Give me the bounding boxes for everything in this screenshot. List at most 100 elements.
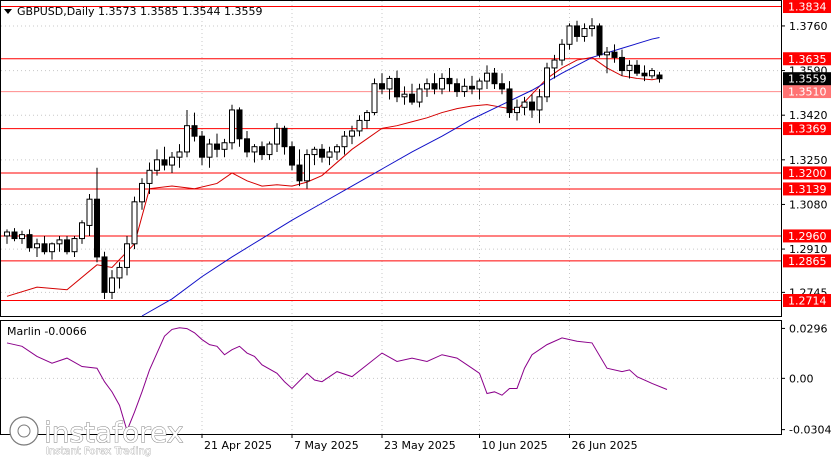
candle [176, 144, 183, 168]
candle [416, 83, 423, 108]
candle [251, 144, 258, 163]
candle [521, 96, 528, 116]
candle-body [326, 151, 333, 158]
candle [649, 67, 655, 79]
candle [619, 49, 625, 76]
candle [341, 130, 348, 155]
candle-body [521, 101, 528, 108]
candle-body [499, 83, 505, 90]
candle-body [371, 83, 378, 114]
candle-body [251, 146, 258, 153]
candle [424, 78, 430, 97]
candle [656, 71, 663, 83]
price-tick-label: 1.3420 [789, 109, 828, 122]
candle [499, 73, 505, 95]
logo-sun-core [17, 424, 31, 438]
level-tag-label: 1.2865 [788, 255, 827, 268]
main-grid [1, 1, 781, 434]
level-tag-label: 1.2960 [788, 230, 827, 243]
candle [349, 125, 355, 145]
candle [454, 78, 460, 97]
candle-body [229, 109, 235, 144]
candle [131, 196, 138, 250]
price-tick-label: 1.3250 [789, 154, 828, 167]
candle-body [559, 43, 565, 61]
candle [116, 262, 123, 289]
candle [461, 78, 468, 97]
candle [11, 228, 18, 242]
candle-body [236, 109, 243, 140]
candle [536, 88, 543, 124]
candle [574, 20, 580, 42]
candle [394, 70, 400, 103]
candle-body [656, 74, 663, 80]
candle-body [446, 77, 453, 85]
current-price-tag: 1.3559 [783, 72, 831, 86]
candle-body [589, 25, 595, 30]
candle-body [394, 77, 400, 98]
level-tag-label: 1.3834 [788, 1, 827, 14]
candle-body [551, 59, 558, 69]
candle [214, 133, 220, 158]
candle [491, 67, 498, 89]
candle [79, 220, 85, 244]
candle-body [379, 83, 385, 90]
ind-tick-label: 0.0296 [789, 322, 828, 335]
x-tick-label: 7 May 2025 [294, 439, 359, 452]
candle-body [26, 234, 33, 249]
candle [229, 104, 235, 150]
candle [596, 23, 603, 58]
candle-body [416, 88, 423, 103]
candle-body [146, 169, 153, 184]
candle [139, 178, 145, 210]
marlin-line [6, 327, 668, 433]
candle [439, 73, 445, 95]
candle [386, 75, 393, 100]
indicator-pane-frame [0, 320, 782, 435]
level-price-tag: 1.3139 [783, 182, 831, 196]
level-tag-bg [783, 0, 831, 14]
candle [476, 78, 483, 100]
candle-body [259, 146, 265, 156]
candle [94, 167, 100, 263]
x-tick-label: 23 May 2025 [384, 439, 456, 452]
candle-body [56, 239, 63, 245]
candle [244, 130, 250, 158]
candle [101, 251, 108, 299]
indicator-label: Marlin -0.0066 [7, 325, 87, 338]
candle [409, 83, 415, 105]
candle-body [611, 51, 618, 58]
candle-body [296, 164, 303, 182]
candle-body [184, 125, 190, 153]
candle [259, 141, 265, 160]
level-tag-bg [783, 229, 831, 243]
marlin-plot [1, 327, 781, 433]
candle [379, 73, 385, 95]
collapse-triangle-icon[interactable] [4, 9, 12, 14]
candle-body [469, 85, 475, 90]
x-tick-label: 21 Apr 2025 [204, 439, 272, 452]
candle-body [11, 231, 18, 240]
candle [41, 235, 48, 255]
moving-averages [6, 36, 660, 317]
level-price-tag: 1.2960 [783, 229, 831, 243]
candle [529, 94, 535, 118]
level-price-tag: 1.3635 [783, 52, 831, 66]
candle-body [581, 28, 588, 37]
candle [311, 146, 318, 166]
price-axis: 1.37601.35901.34201.32501.30801.29101.27… [781, 0, 831, 308]
candle-body [491, 72, 498, 85]
candle-body [34, 243, 40, 249]
candle [154, 149, 160, 176]
level-tag-bg [783, 166, 831, 180]
level-tag-bg [783, 52, 831, 66]
candle [221, 138, 228, 158]
candle-body [79, 222, 85, 240]
candle-body [101, 256, 108, 293]
candle [26, 229, 33, 252]
candle-body [514, 106, 520, 114]
candle [401, 86, 408, 105]
level-tag-bg [783, 294, 831, 308]
watermark-tagline: Instant Forex Trading [46, 446, 151, 457]
